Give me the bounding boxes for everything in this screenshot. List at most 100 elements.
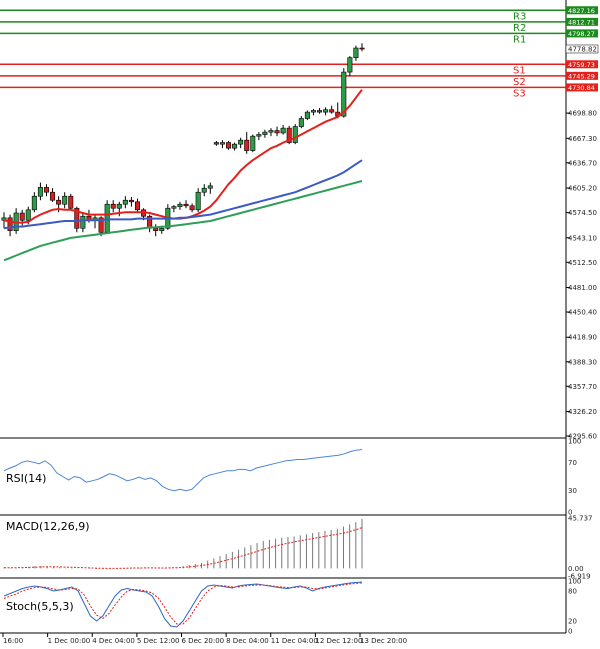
candle-up [25, 209, 31, 221]
x-tick-label: 11 Dec 04:00 [271, 637, 318, 645]
rsi-y-tick-label: 100 [568, 438, 581, 446]
x-tick-label: 6 Dec 20:00 [182, 637, 225, 645]
rsi-pane: 100 70 30 0 [3, 438, 581, 517]
candle-down [359, 47, 365, 50]
candle-up [104, 203, 110, 233]
candle-down [274, 130, 280, 134]
candle-down [98, 217, 104, 233]
x-tick-label: 13 Dec 20:00 [360, 637, 407, 645]
current-price-label: 4778.82 [568, 45, 597, 53]
candle-up [207, 185, 213, 189]
candle-down [153, 227, 159, 231]
stoch-d-line [3, 582, 363, 625]
x-tick-label: 1 Dec 00:00 [48, 637, 91, 645]
y-tick-label: 4326.20 [568, 408, 597, 416]
x-tick-label: 5 Dec 12:00 [137, 637, 180, 645]
current-price-box [565, 44, 599, 54]
y-tick-label: 4357.70 [568, 383, 597, 391]
level-price-label: 4812.71 [568, 18, 595, 26]
level-price-box [566, 29, 598, 38]
candle-up [116, 203, 122, 209]
y-tick-label: 4512.50 [568, 259, 597, 267]
candle-up [37, 187, 43, 197]
y-tick-label: 4574.50 [568, 209, 597, 217]
candle-down [226, 142, 232, 149]
candle-up [347, 57, 353, 73]
macd-y-tick-label: -6.919 [568, 573, 591, 581]
candle-up [262, 131, 268, 135]
stoch-y-tick-label: 100 [568, 578, 581, 586]
candle-up [31, 195, 37, 211]
candle-up [238, 139, 244, 145]
level-price-box [566, 6, 598, 15]
candle-down [68, 195, 74, 209]
candle-up [232, 143, 238, 149]
level-name-r2: R2 [513, 23, 526, 34]
y-tick-label: 4388.30 [568, 358, 597, 366]
candle-up [280, 127, 286, 134]
rsi-line [3, 449, 363, 492]
y-tick-label: 4698.80 [568, 110, 597, 118]
level-name-s2: S2 [513, 77, 526, 88]
candle-up [159, 227, 165, 231]
candle-up [353, 47, 359, 58]
candle-up [341, 71, 347, 117]
level-name-s1: S1 [513, 65, 526, 76]
candle-up [256, 134, 262, 137]
level-name-s3: S3 [513, 88, 526, 99]
level-name-r3: R3 [513, 11, 526, 22]
x-tick-label: 12 Dec 12:00 [315, 637, 362, 645]
candle-down [19, 212, 25, 221]
macd-y-tick-label: 0.00 [568, 565, 584, 573]
candle-down [183, 203, 189, 207]
y-tick-label: 4636.70 [568, 159, 597, 167]
price-pane: 4698.80 4667.30 4636.70 4605.20 4574.50 4543.… [0, 6, 599, 441]
candle-down [74, 207, 80, 229]
candle-up [177, 203, 183, 207]
stoch-y-tick-label: 80 [568, 588, 577, 596]
stoch-label: Stoch(5,5,3) [6, 600, 74, 613]
candle-up [304, 111, 310, 119]
x-tick-label: 16:00 [3, 637, 23, 645]
y-tick-label: 4481.00 [568, 284, 597, 292]
rsi-label: RSI(14) [6, 472, 46, 485]
candle-down [317, 110, 323, 113]
level-price-box [566, 83, 598, 92]
candle-down [110, 203, 116, 209]
stoch-y-tick-label: 20 [568, 618, 577, 626]
level-name-r1: R1 [513, 34, 526, 45]
candle-down [286, 127, 292, 143]
macd-pane: 45.737 0.00-6.919 [3, 515, 593, 581]
rsi-y-tick-label: 70 [568, 459, 577, 467]
candle-up [122, 199, 128, 205]
y-tick-label: 4543.10 [568, 234, 597, 242]
candle-down [43, 187, 49, 193]
level-price-label: 4745.29 [568, 72, 595, 80]
y-tick-label: 4450.40 [568, 309, 597, 317]
rsi-y-tick-label: 0 [568, 509, 572, 517]
level-price-label: 4759.73 [568, 61, 595, 69]
macd-label: MACD(12,26,9) [6, 520, 90, 533]
candle-down [213, 142, 219, 145]
level-price-box [566, 71, 598, 80]
moving-average-line-3 [3, 180, 363, 262]
candle-up [201, 187, 207, 193]
level-price-label: 4730.84 [568, 84, 595, 92]
y-tick-label: 4418.90 [568, 334, 597, 342]
candle-down [134, 201, 140, 211]
rsi-y-tick-label: 30 [568, 487, 577, 495]
candle-up [80, 215, 86, 229]
candle-up [195, 191, 201, 211]
level-price-box [566, 17, 598, 26]
candle-up [250, 135, 256, 151]
candle-up [292, 126, 298, 143]
candle-up [298, 118, 304, 127]
level-price-label: 4798.27 [568, 30, 595, 38]
level-price-label: 4827.16 [568, 7, 595, 15]
candle-up [268, 130, 274, 133]
candle-down [7, 217, 13, 231]
candle-down [50, 191, 56, 201]
macd-y-tick-label: 45.737 [568, 515, 593, 523]
candle-up [219, 142, 225, 145]
